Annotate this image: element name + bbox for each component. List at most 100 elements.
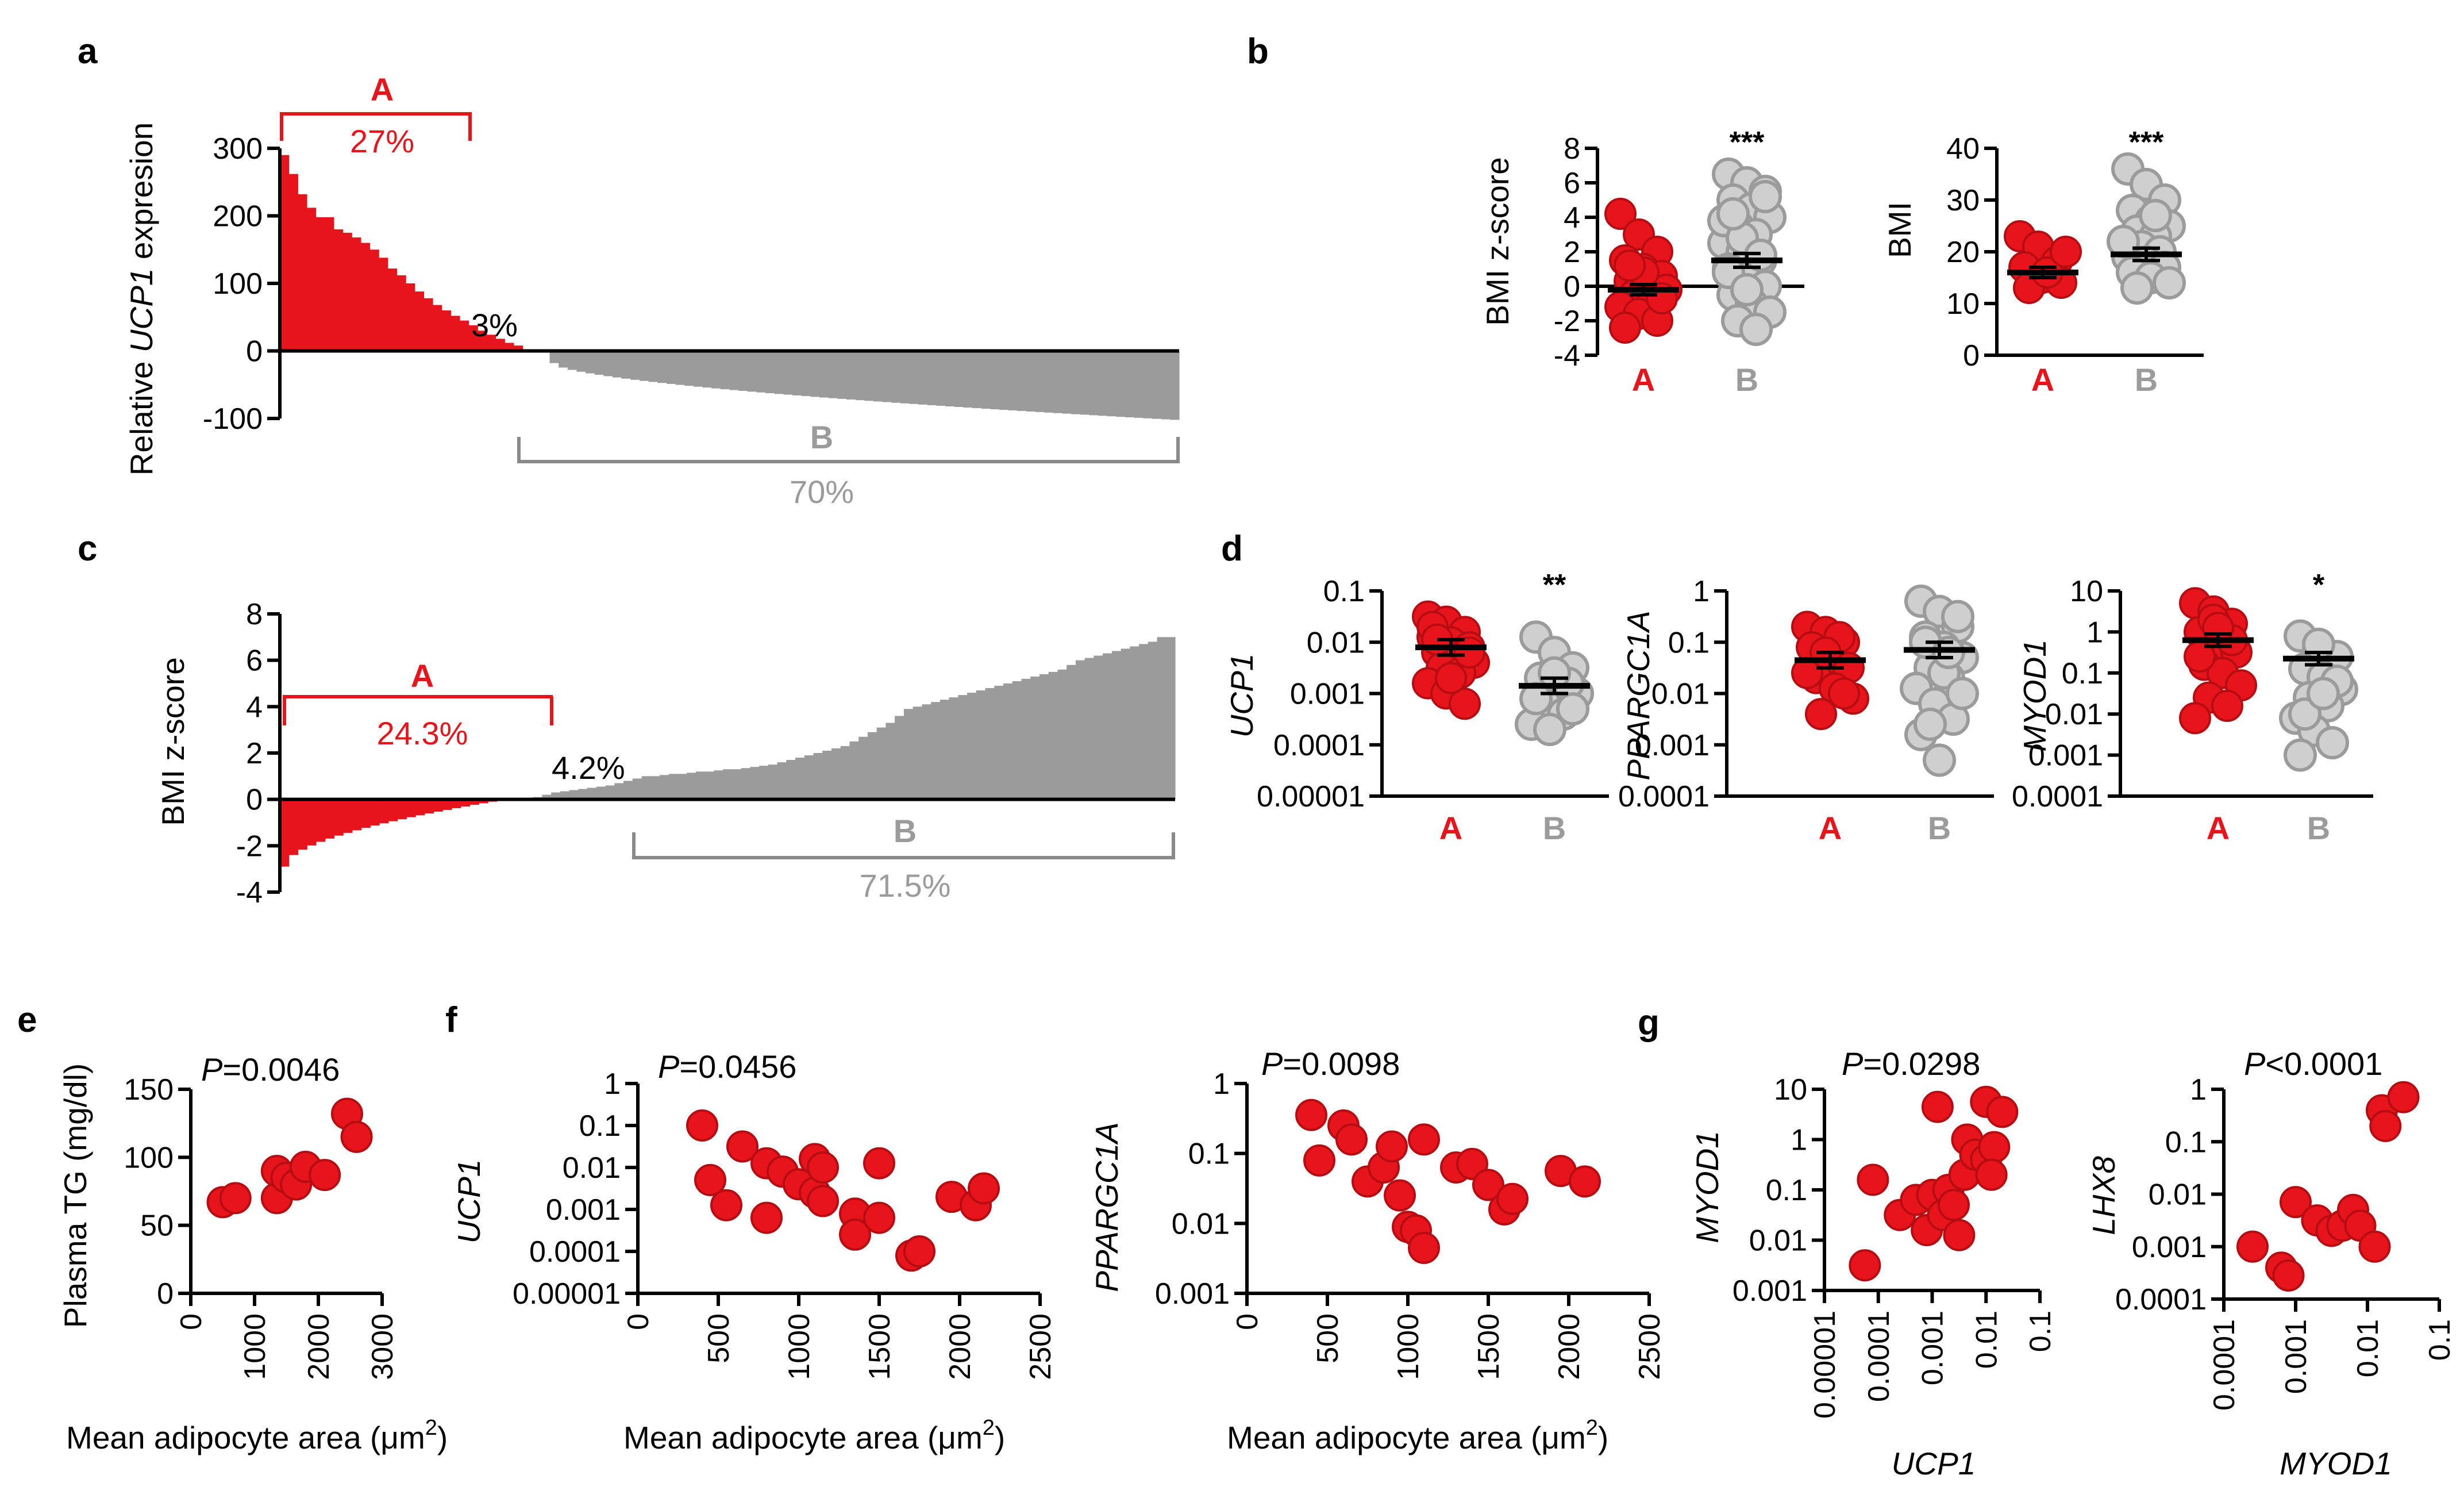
panel-f-left-xtick-label: 2000	[944, 1313, 977, 1380]
bar-c-groupB	[976, 690, 986, 800]
panel-a-ytick-label: -100	[203, 402, 263, 436]
panel-d-MYOD1-point-B	[2288, 697, 2321, 731]
panel-g-left-pvalue: P=0.0298	[1842, 1046, 1980, 1082]
panel-d-PPARGC1A-point-B	[1914, 708, 1947, 742]
panel-b-right-point-A	[2050, 236, 2082, 268]
bar-a-groupB	[936, 351, 946, 406]
bar-a-groupB	[1035, 351, 1045, 412]
panel-e-point	[340, 1120, 373, 1153]
panel-b-left-point-B	[1730, 273, 1764, 306]
panel-b-left-ytick-label: 8	[1564, 132, 1580, 166]
bar-a-groupB	[891, 351, 901, 403]
bar-a-groupB	[855, 351, 865, 401]
panel-e-xtick-label: 1000	[238, 1313, 272, 1380]
bar-c-groupB	[1084, 658, 1094, 800]
bar-c-groupA	[361, 799, 371, 828]
bar-a-groupB	[1125, 351, 1135, 417]
panel-f-left-xtick-label: 0	[622, 1313, 655, 1330]
panel-f-left-ytick-label: 0.1	[579, 1109, 621, 1143]
panel-f-left-point	[807, 1185, 839, 1217]
bar-c-groupA	[415, 799, 425, 816]
bar-c-groupB	[1048, 671, 1058, 800]
panel-g-right-ytick-label: 0.0001	[2115, 1283, 2207, 1316]
panel-f-right-xtick-label: 1000	[1392, 1313, 1425, 1380]
panel-g-right-ytick-label: 1	[2190, 1073, 2207, 1107]
panel-g-right-pvalue: P<0.0001	[2244, 1046, 2382, 1082]
bar-c-groupB	[587, 788, 597, 800]
bar-a-groupA	[433, 305, 442, 351]
bar-c-groupB	[641, 776, 651, 800]
bar-c-groupB	[668, 774, 679, 800]
bar-a-groupB	[567, 351, 578, 370]
panel-e-xtick-label: 2000	[302, 1313, 336, 1380]
bar-c-groupB	[1057, 669, 1067, 800]
panel-b-right-xlabel-A: A	[2031, 362, 2054, 398]
bar-a-groupB	[1170, 351, 1180, 420]
bar-a-groupB	[981, 351, 991, 409]
bar-a-groupB	[864, 351, 874, 401]
panel-c-bars	[280, 637, 1176, 867]
bar-c-groupB	[569, 790, 579, 800]
panel-a: a Relative UCP1 expresion 300 200 100 0 -100…	[78, 32, 1180, 510]
bar-c-groupB	[876, 727, 887, 800]
panel-f-right-point	[1376, 1130, 1408, 1163]
panel-g-left-point	[1857, 1163, 1889, 1196]
bar-c-groupB	[714, 770, 723, 800]
panel-d-UCP1-ylabel: UCP1	[1224, 654, 1260, 738]
bar-c-groupB	[1166, 637, 1176, 800]
bar-a-groupA	[369, 249, 379, 351]
panel-d-PPARGC1A-point-A	[1805, 698, 1837, 731]
panel-c-ytick-label: -4	[236, 876, 263, 909]
panel-c-middle-pct: 4.2%	[552, 750, 625, 786]
bar-a-groupA	[387, 268, 398, 351]
panel-b-left-point-A	[1604, 198, 1637, 230]
bar-c-groupB	[1021, 678, 1031, 800]
panel-label-g: g	[1638, 1003, 1660, 1043]
panel-f-right-point	[1303, 1144, 1335, 1177]
panel-f-right-ytick-label: 0.1	[1188, 1138, 1230, 1171]
bar-a-groupB	[756, 351, 766, 393]
bar-c-groupB	[940, 700, 950, 800]
bar-c-groupA	[433, 799, 443, 812]
bar-a-groupA	[406, 283, 415, 351]
bar-c-groupA	[334, 799, 344, 836]
bar-a-groupB	[1071, 351, 1081, 414]
panel-label-c: c	[78, 529, 97, 568]
panel-g-right-ytick-label: 0.01	[2149, 1178, 2207, 1212]
bar-a-groupB	[963, 351, 973, 408]
panel-f-right-ylabel: PPARGC1A	[1089, 1122, 1125, 1292]
panel-f-left-pvalue: P=0.0456	[658, 1048, 796, 1085]
bar-a-groupB	[810, 351, 820, 397]
panel-d-UCP1-point-B	[1533, 712, 1566, 746]
panel-b-left-point-B	[1739, 313, 1773, 346]
bar-a-groupB	[586, 351, 595, 374]
panel-e-ytick-label: 150	[124, 1073, 174, 1107]
panel-c-group-A: A	[411, 658, 434, 694]
panel-f-right-ytick-label: 0.001	[1155, 1277, 1230, 1311]
panel-b-left-ytick-label: 2	[1564, 236, 1580, 269]
bar-c-groupB	[704, 771, 714, 800]
panel-f-right-point	[1408, 1231, 1440, 1264]
panel-e-xtick-label: 3000	[366, 1313, 399, 1380]
panel-d-MYOD1-xlabel-B: B	[2307, 810, 2330, 846]
bar-a-groupB	[702, 351, 712, 388]
panel-c-ylabel: BMI z-score	[155, 657, 191, 825]
panel-f-left-point	[686, 1109, 718, 1142]
bar-c-groupA	[379, 799, 389, 824]
panel-f-right-point	[1496, 1182, 1529, 1215]
bar-c-groupB	[614, 783, 624, 800]
bar-a-groupB	[711, 351, 721, 389]
bar-c-groupA	[352, 799, 362, 831]
panel-c-ytick-label: 0	[246, 783, 263, 817]
bar-a-groupB	[1026, 351, 1036, 412]
panel-b-left-xlabel-A: A	[1632, 362, 1655, 398]
panel-d-UCP1-point-A	[1449, 687, 1481, 720]
bar-a-groupB	[945, 351, 955, 406]
panel-d-MYOD1-point-B	[2284, 738, 2317, 772]
panel-a-group-A: A	[371, 71, 394, 107]
bar-c-groupB	[1111, 651, 1122, 800]
panel-f-right-point	[1472, 1169, 1504, 1201]
